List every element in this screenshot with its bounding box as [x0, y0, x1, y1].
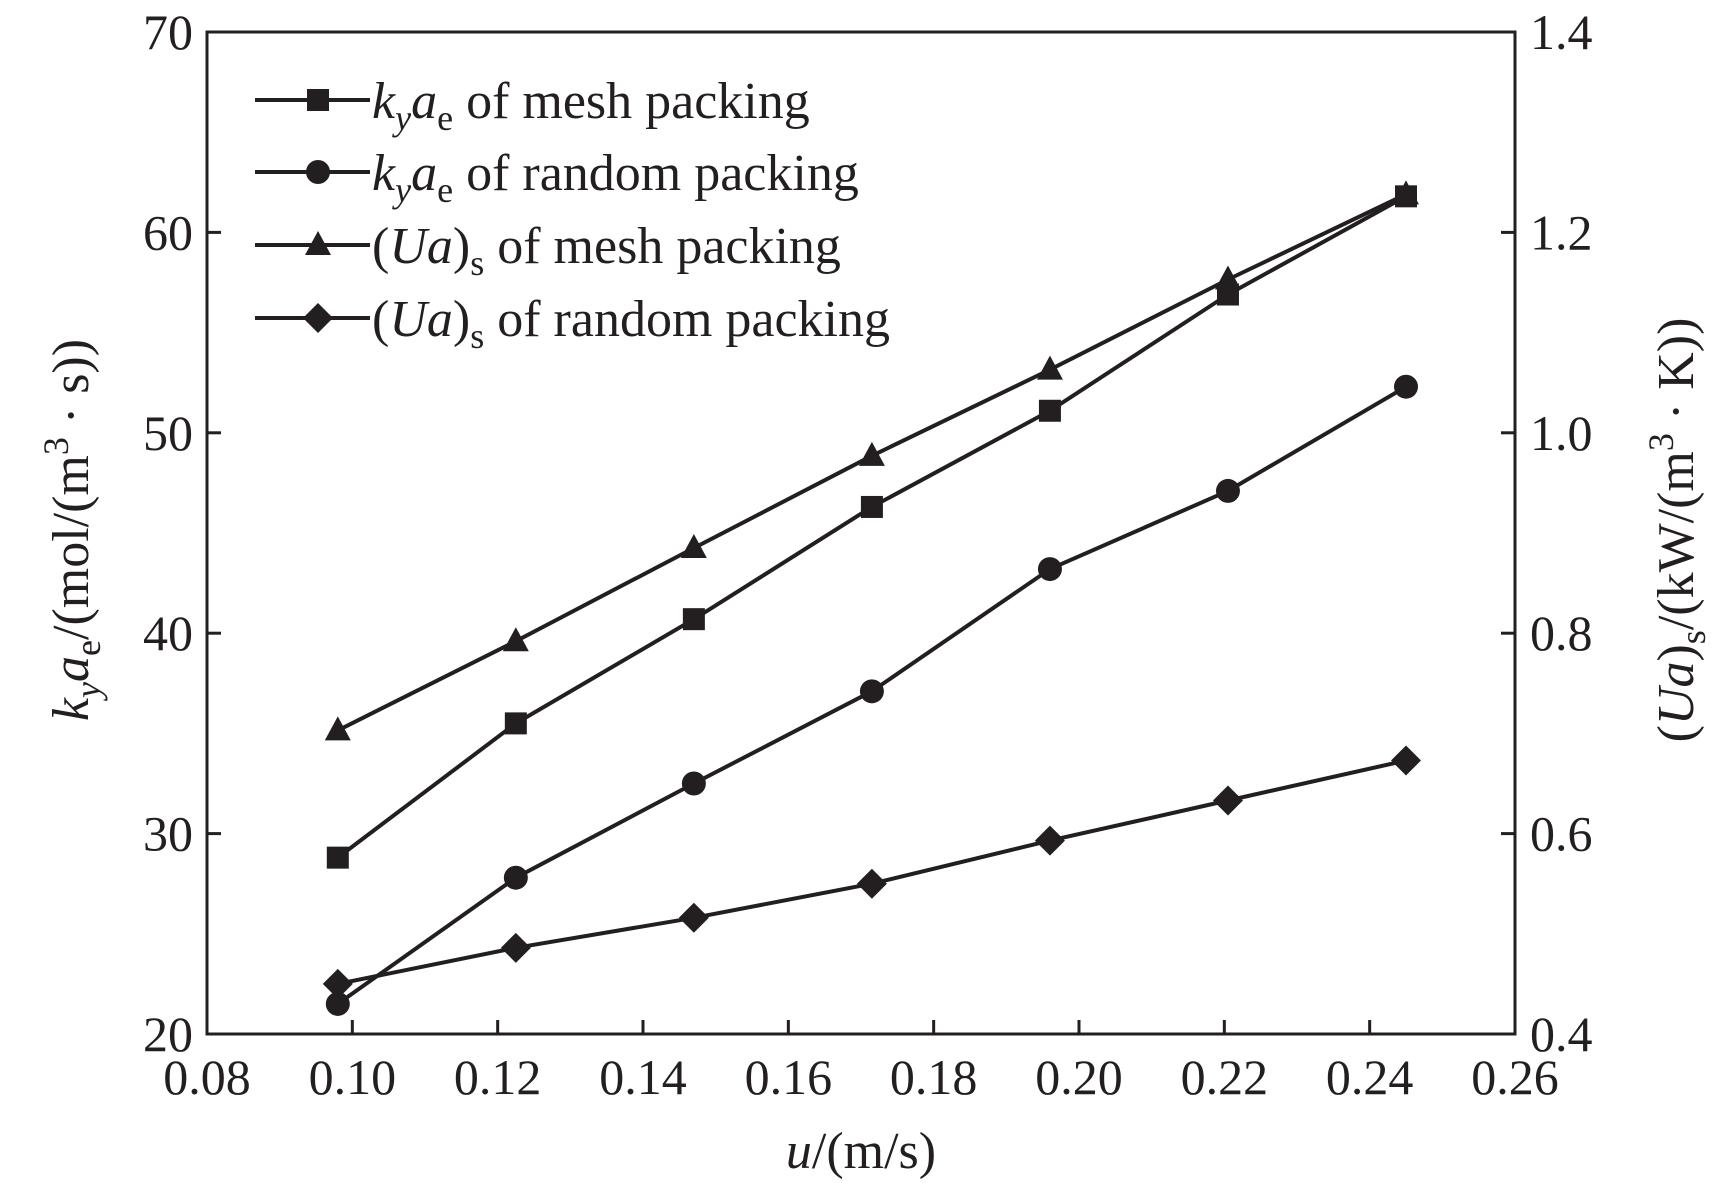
- y-left-tick-label: 30: [143, 806, 193, 862]
- x-tick-label: 0.16: [745, 1049, 833, 1105]
- series-circle: [325, 374, 1418, 1016]
- y-left-tick-label: 70: [143, 4, 193, 60]
- data-point-circle: [1394, 374, 1418, 399]
- data-point-circle: [503, 865, 528, 890]
- y-left-tick-label: 40: [143, 605, 193, 661]
- x-axis-title: u/(m/s): [786, 1123, 936, 1180]
- y-left-tick-label: 60: [143, 204, 193, 260]
- legend-item-square: kyae of mesh packing: [255, 73, 810, 138]
- y-right-axis-title: (Ua)s/(kW/(m3 · K)): [1641, 318, 1713, 743]
- x-tick-label: 0.26: [1471, 1049, 1559, 1105]
- y-right-tick-label: 0.6: [1530, 806, 1593, 862]
- data-point-circle: [1037, 557, 1062, 582]
- x-tick-label: 0.20: [1035, 1049, 1123, 1105]
- data-point-diamond: [1034, 825, 1065, 856]
- data-point-diamond: [1391, 745, 1421, 776]
- x-tick-label: 0.24: [1326, 1049, 1414, 1105]
- data-point-triangle: [1214, 265, 1241, 290]
- data-point-triangle: [680, 534, 707, 559]
- legend-marker-triangle: [305, 231, 331, 255]
- plot-frame: [205, 30, 1517, 1036]
- legend-label: (Ua)s of mesh packing: [372, 218, 841, 283]
- data-point-square: [504, 712, 527, 735]
- x-tick-label: 0.10: [309, 1049, 397, 1105]
- x-tick-label: 0.08: [163, 1049, 251, 1105]
- data-point-triangle: [858, 441, 885, 466]
- y-right-tick-label: 0.4: [1530, 1006, 1593, 1062]
- data-point-triangle: [502, 627, 529, 652]
- y-left-axis-title: kyae/(mol/(m3 · s)): [36, 339, 108, 721]
- data-point-circle: [1215, 478, 1240, 503]
- data-point-circle: [859, 679, 884, 704]
- y-right-tick-label: 0.8: [1530, 605, 1593, 661]
- data-point-square: [326, 846, 349, 869]
- data-point-diamond: [678, 902, 709, 933]
- series-diamond: [322, 745, 1421, 999]
- data-point-diamond: [1212, 785, 1243, 816]
- legend-marker-square: [307, 89, 329, 111]
- legend-item-triangle: (Ua)s of mesh packing: [255, 218, 841, 283]
- data-point-square: [860, 495, 883, 518]
- series-triangle: [324, 180, 1419, 741]
- legend-marker-circle: [306, 160, 330, 184]
- legend-label: kyae of mesh packing: [372, 73, 810, 138]
- x-tick-label: 0.14: [599, 1049, 687, 1105]
- legend-label: kyae of random packing: [372, 145, 859, 210]
- x-tick-label: 0.18: [890, 1049, 978, 1105]
- y-left-tick-label: 20: [143, 1006, 193, 1062]
- data-point-triangle: [1036, 355, 1063, 380]
- data-point-circle: [325, 991, 350, 1016]
- legend: kyae of mesh packing kyae of random packi…: [255, 73, 890, 356]
- data-point-triangle: [324, 716, 351, 741]
- data-point-triangle: [1393, 180, 1419, 205]
- legend-label: (Ua)s of random packing: [372, 291, 890, 356]
- series-layer: [322, 180, 1421, 1016]
- y-right-tick-label: 1.2: [1530, 204, 1593, 260]
- y-left-tick-label: 50: [143, 405, 193, 461]
- data-point-square: [1038, 399, 1061, 422]
- axes-layer: 0.08 0.10 0.12 0.14 0.16 0.18 0.20 0.22 0.24 0.26…: [143, 4, 1593, 1105]
- data-point-square: [682, 608, 705, 631]
- y-right-tick-label: 1.4: [1530, 4, 1593, 60]
- y-right-tick-label: 1.0: [1530, 405, 1593, 461]
- legend-item-diamond: (Ua)s of random packing: [255, 291, 890, 356]
- legend-item-circle: kyae of random packing: [255, 145, 859, 210]
- data-point-diamond: [322, 968, 353, 999]
- x-tick-label: 0.22: [1181, 1049, 1269, 1105]
- axis-titles: u/(m/s) kyae/(mol/(m3 · s)) (Ua)s/(kW/(m3 …: [36, 318, 1713, 1180]
- data-point-circle: [681, 771, 706, 796]
- x-tick-label: 0.12: [454, 1049, 542, 1105]
- data-point-diamond: [500, 932, 531, 963]
- legend-marker-diamond: [303, 303, 333, 333]
- data-point-diamond: [856, 868, 887, 899]
